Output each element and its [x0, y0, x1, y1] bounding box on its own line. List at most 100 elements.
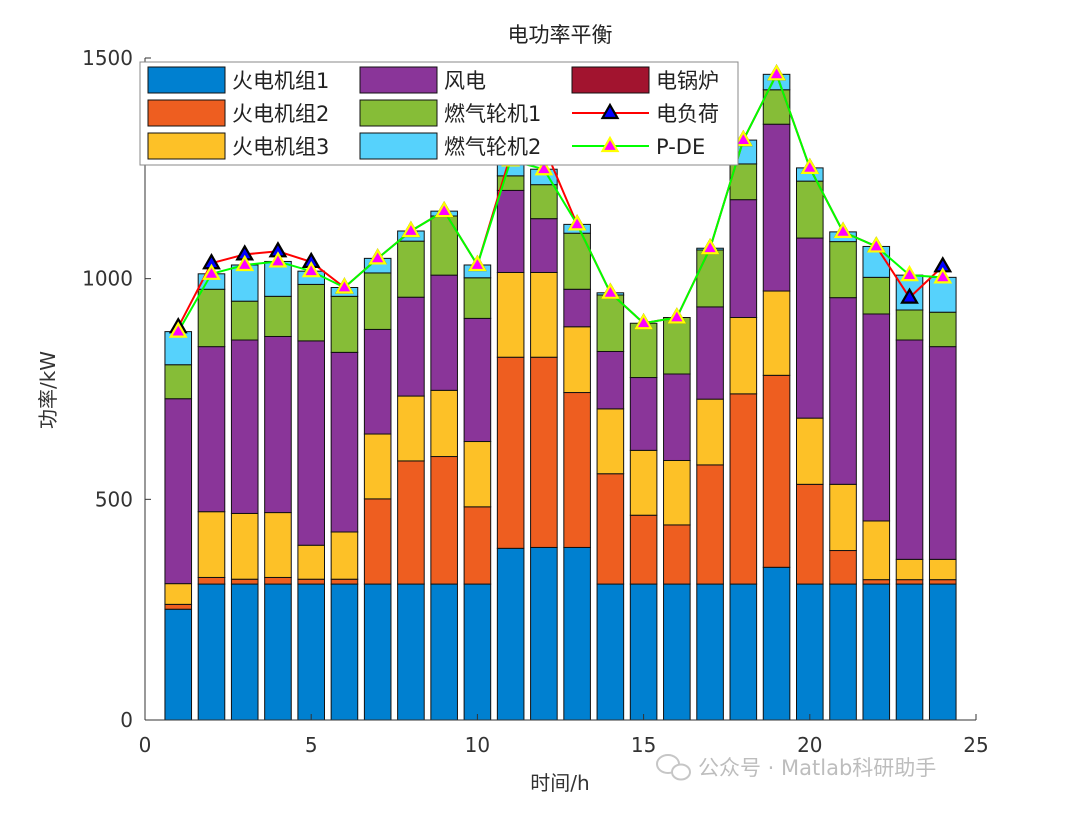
pde-marker	[800, 157, 820, 174]
legend-marker	[600, 135, 620, 153]
bar-segment	[164, 608, 193, 721]
bar-segment	[430, 389, 458, 458]
bar-segment	[496, 271, 525, 358]
legend-swatch	[571, 66, 650, 94]
bar-segment	[629, 322, 658, 379]
bar-segment	[563, 392, 591, 548]
bar-segment	[729, 393, 758, 585]
pde-marker	[401, 220, 421, 238]
bar-segment	[796, 180, 824, 239]
legend-label: 火电机组2	[232, 102, 329, 126]
bar-segment	[928, 583, 957, 721]
legend-label: P-DE	[656, 135, 705, 159]
bar-segment	[197, 288, 226, 348]
bar-segment	[663, 373, 691, 461]
bar-segment	[663, 317, 691, 375]
bar-segment	[696, 306, 724, 400]
bar-segment	[230, 300, 259, 341]
bar-segment	[496, 356, 525, 549]
bar-segment	[264, 583, 292, 721]
legend-marker	[600, 102, 620, 120]
legend-label: 燃气轮机2	[444, 135, 541, 159]
bar-segment	[862, 583, 891, 721]
bar-segment	[729, 199, 758, 319]
legend-swatch	[147, 132, 226, 160]
bar-segment	[928, 346, 957, 560]
bar-segment	[530, 356, 558, 548]
x-tick-label: 20	[797, 733, 822, 757]
bar-segment	[397, 460, 425, 585]
watermark-text: 公众号 · Matlab科研助手	[698, 756, 936, 780]
x-tick-label: 0	[139, 733, 152, 757]
bar-segment	[230, 578, 259, 585]
bar-segment	[762, 290, 791, 376]
bar-segment	[596, 583, 625, 721]
bar-segment	[297, 283, 325, 342]
pde-marker	[335, 277, 354, 294]
bar-segment	[596, 473, 625, 585]
bar-segment	[397, 296, 425, 397]
bar-segment	[264, 512, 292, 578]
bar-segment	[696, 398, 724, 466]
chart-title: 电功率平衡	[508, 23, 613, 47]
bar-segment	[197, 511, 226, 578]
bar-segment	[596, 350, 625, 410]
bar-segment	[928, 311, 957, 348]
y-tick-label: 0	[120, 708, 133, 732]
bar-segment	[363, 583, 392, 721]
load-marker	[900, 287, 919, 304]
pde-marker	[301, 260, 321, 278]
bar-segment	[762, 374, 791, 568]
legend-swatch	[147, 66, 226, 94]
bar-segment	[297, 340, 325, 546]
bar-segment	[197, 576, 226, 585]
bar-segment	[729, 317, 758, 395]
bar-segment	[629, 449, 658, 516]
bar-segment	[164, 583, 193, 605]
bar-segment	[496, 547, 525, 721]
bar-segment	[530, 271, 558, 358]
pde-marker	[567, 214, 587, 231]
bar-segment	[796, 583, 824, 721]
bar-segment	[663, 459, 691, 526]
bar-segment	[762, 566, 791, 721]
bar-segment	[796, 483, 824, 585]
legend-swatch	[359, 99, 438, 127]
bar-segment	[895, 339, 924, 560]
bar-segment	[430, 583, 458, 721]
legend-label: 火电机组3	[232, 135, 329, 159]
pde-marker	[933, 267, 953, 284]
bar-segment	[796, 417, 824, 485]
bar-segment	[164, 398, 193, 585]
bar-segment	[696, 249, 724, 308]
bar-segment	[895, 558, 924, 581]
bar-segment	[796, 237, 824, 419]
bar-segment	[895, 579, 924, 585]
bar-segment	[397, 240, 425, 298]
pde-marker	[202, 263, 221, 280]
bar-segment	[297, 544, 325, 580]
bar-segment	[264, 295, 292, 337]
bar-segment	[463, 506, 492, 585]
pde-marker	[833, 221, 853, 238]
bar-segment	[330, 531, 359, 580]
bar-segment	[629, 377, 658, 451]
x-tick-label: 25	[963, 733, 988, 757]
pde-marker	[268, 251, 288, 268]
bar-segment	[330, 351, 359, 533]
bar-segment	[928, 558, 957, 581]
series-line-pde	[177, 71, 943, 333]
bar-segment	[862, 579, 891, 585]
bar-segment	[928, 579, 957, 585]
bar-segment	[829, 241, 857, 299]
bar-segment	[530, 218, 558, 273]
bar-segment	[297, 578, 325, 585]
bar-segment	[829, 550, 857, 585]
x-tick-label: 5	[305, 733, 318, 757]
bar-segment	[629, 583, 658, 721]
bar-segment	[363, 272, 392, 330]
lines-layer	[168, 64, 953, 338]
bar-segment	[663, 583, 691, 721]
